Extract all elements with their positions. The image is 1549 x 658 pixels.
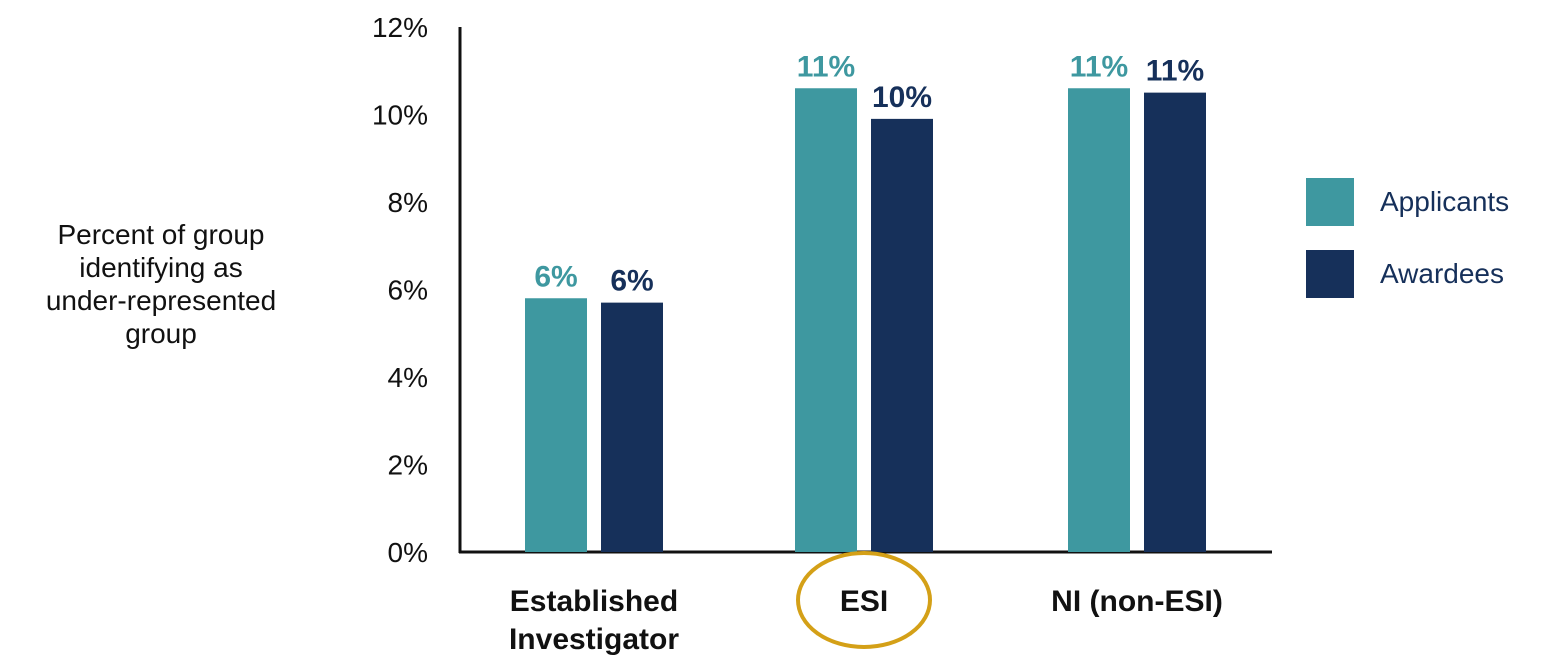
legend: Applicants Awardees xyxy=(1306,178,1509,322)
data-label: 10% xyxy=(872,81,932,114)
y-tick-label: 8% xyxy=(388,187,428,218)
bar xyxy=(795,88,857,552)
y-tick-label: 6% xyxy=(388,275,428,306)
x-tick-label-line: Investigator xyxy=(509,623,679,656)
legend-label-awardees: Awardees xyxy=(1380,258,1505,289)
y-tick-label: 0% xyxy=(388,537,428,568)
legend-swatch-awardees xyxy=(1306,250,1354,298)
y-tick-label: 10% xyxy=(372,100,428,131)
highlight-ellipse xyxy=(796,551,932,649)
legend-item-awardees: Awardees xyxy=(1306,250,1509,298)
x-tick-label-line: Established xyxy=(510,585,678,618)
y-tick-label: 2% xyxy=(388,450,428,481)
y-tick-label: 12% xyxy=(372,12,428,43)
legend-item-applicants: Applicants xyxy=(1306,178,1509,226)
data-label: 11% xyxy=(797,50,855,83)
bar xyxy=(601,302,663,552)
bar xyxy=(1144,92,1206,552)
legend-label-applicants: Applicants xyxy=(1380,186,1510,217)
data-label: 6% xyxy=(534,260,577,293)
bar xyxy=(525,298,587,552)
bar xyxy=(871,118,933,552)
x-tick-label-line: ESI xyxy=(840,585,888,618)
x-tick-label: Established Investigator xyxy=(509,585,679,656)
x-tick-label: ESI xyxy=(840,585,888,618)
x-tick-label: NI (non-ESI) xyxy=(1051,585,1223,618)
y-tick-label: 4% xyxy=(388,362,428,393)
legend-swatch-applicants xyxy=(1306,178,1354,226)
data-label: 11% xyxy=(1070,50,1128,83)
x-tick-label-line: NI (non-ESI) xyxy=(1051,585,1223,618)
bar xyxy=(1068,88,1130,552)
data-label: 11% xyxy=(1146,55,1204,88)
data-label: 6% xyxy=(610,265,653,298)
y-axis-label: Percent of group identifying as under-re… xyxy=(45,219,277,349)
